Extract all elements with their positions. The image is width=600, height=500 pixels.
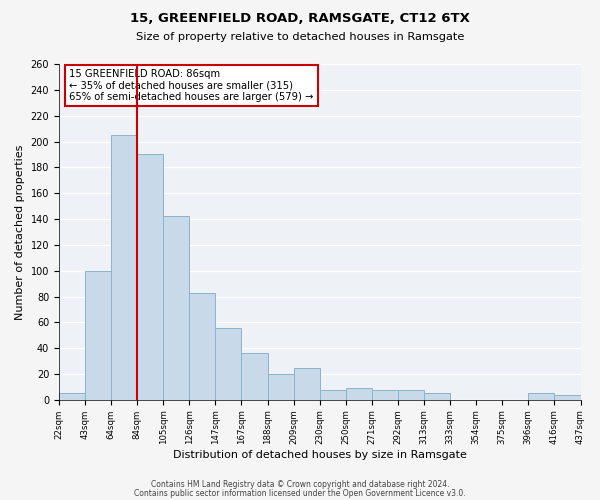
Bar (320, 390, 346, 400)
Text: Contains HM Land Registry data © Crown copyright and database right 2024.: Contains HM Land Registry data © Crown c… (151, 480, 449, 489)
Text: 15, GREENFIELD ROAD, RAMSGATE, CT12 6TX: 15, GREENFIELD ROAD, RAMSGATE, CT12 6TX (130, 12, 470, 26)
Bar (268, 374, 293, 400)
Bar (241, 354, 268, 400)
Bar (529, 394, 554, 400)
Bar (137, 154, 163, 400)
Bar (85, 270, 111, 400)
Text: 15 GREENFIELD ROAD: 86sqm
← 35% of detached houses are smaller (315)
65% of semi: 15 GREENFIELD ROAD: 86sqm ← 35% of detac… (70, 69, 314, 102)
Bar (111, 135, 137, 400)
Y-axis label: Number of detached properties: Number of detached properties (15, 144, 25, 320)
Text: Contains public sector information licensed under the Open Government Licence v3: Contains public sector information licen… (134, 489, 466, 498)
Bar (59, 394, 85, 400)
Text: Size of property relative to detached houses in Ramsgate: Size of property relative to detached ho… (136, 32, 464, 42)
Bar (163, 216, 190, 400)
Bar (424, 394, 450, 400)
Bar (398, 390, 424, 400)
Bar (215, 328, 241, 400)
Bar (346, 388, 372, 400)
Bar (372, 390, 398, 400)
X-axis label: Distribution of detached houses by size in Ramsgate: Distribution of detached houses by size … (173, 450, 467, 460)
Bar (190, 292, 215, 400)
Bar (554, 394, 581, 400)
Bar (293, 368, 320, 400)
